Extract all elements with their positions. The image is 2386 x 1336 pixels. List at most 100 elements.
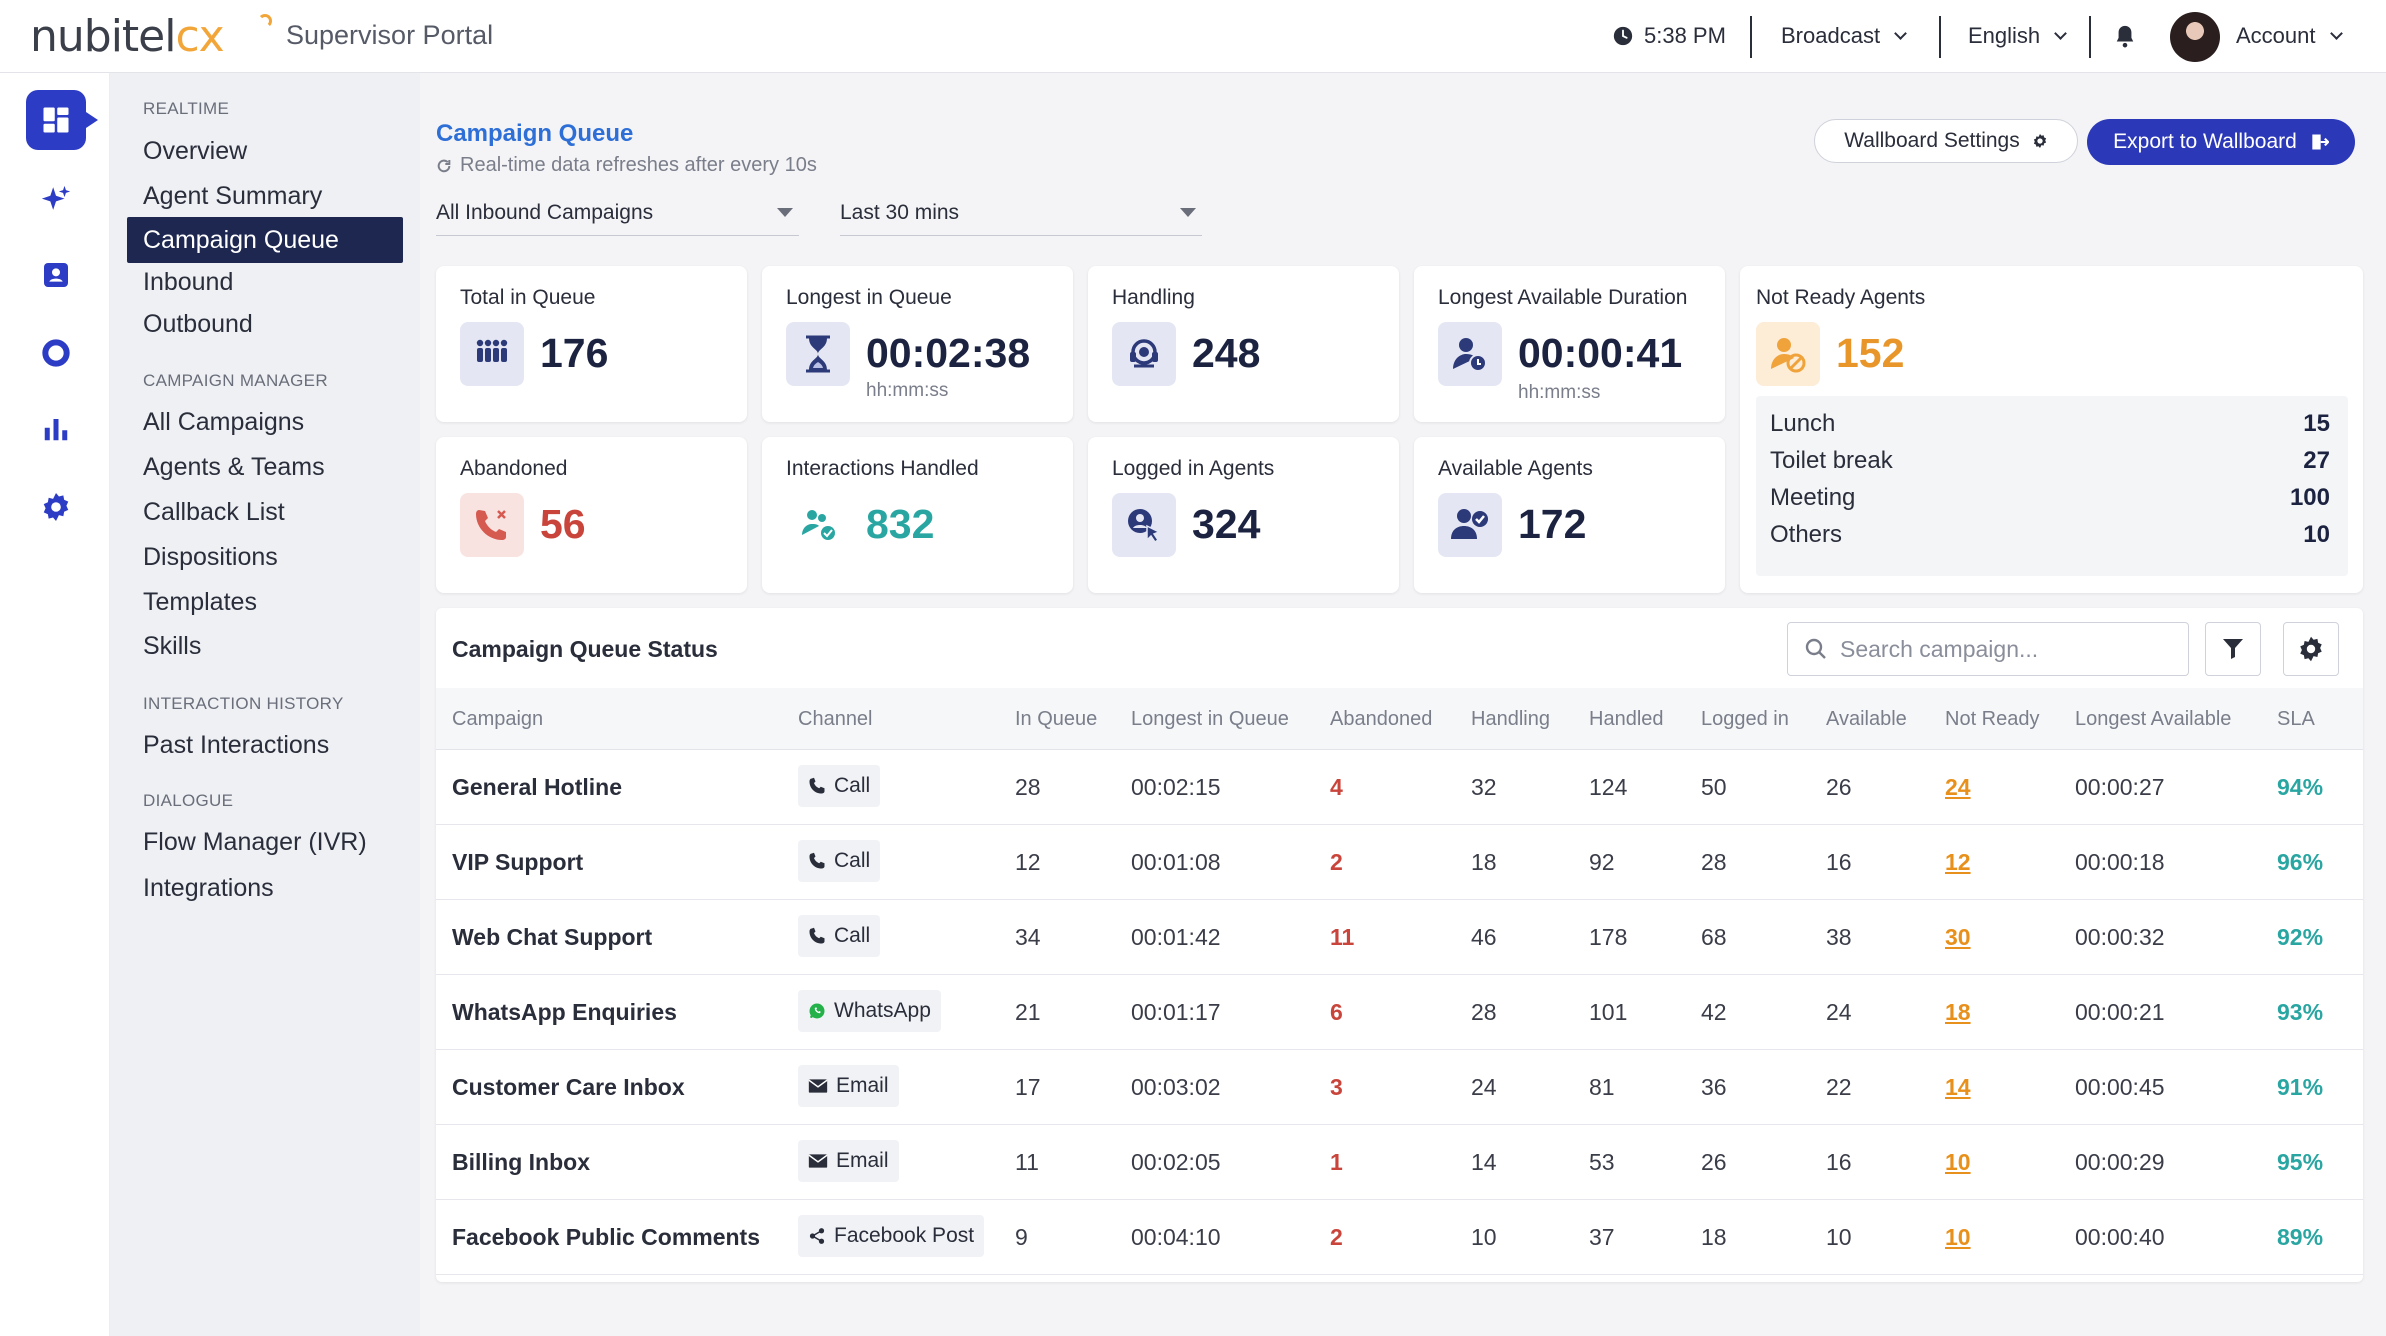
- account-menu[interactable]: Account: [2236, 18, 2343, 54]
- cell-not-ready[interactable]: 14: [1945, 1074, 1971, 1100]
- table-row[interactable]: VIP Support Call 12 00:01:08 2 18 92 28 16 12 00:0…: [436, 825, 2363, 900]
- card-longest-available: Longest Available Duration 00:00:41 hh:m…: [1414, 266, 1725, 422]
- column-header[interactable]: Campaign: [452, 708, 544, 730]
- column-header[interactable]: Handling: [1471, 708, 1550, 730]
- nav-item-all-campaigns[interactable]: All Campaigns: [143, 408, 305, 436]
- side-nav: REALTIME Overview Agent Summary Campaign…: [110, 73, 420, 1336]
- nav-item-agents-teams[interactable]: Agents & Teams: [143, 453, 325, 481]
- time-range-select[interactable]: Last 30 mins: [840, 194, 1202, 236]
- card-value: 172: [1518, 501, 1587, 547]
- table-row[interactable]: Billing Inbox Email 11 00:02:05 1 14 53 26 16 10 0…: [436, 1125, 2363, 1200]
- language-menu[interactable]: English: [1968, 18, 2068, 54]
- column-header[interactable]: Handled: [1589, 708, 1664, 730]
- export-to-wallboard-button[interactable]: Export to Wallboard: [2087, 119, 2355, 165]
- breakdown-count: 15: [2303, 410, 2330, 437]
- gear-icon: [2033, 134, 2046, 148]
- campaign-name[interactable]: Billing Inbox: [452, 1149, 590, 1175]
- campaign-name[interactable]: General Hotline: [452, 774, 622, 800]
- logo[interactable]: nubitelcx: [30, 12, 272, 62]
- card-label: Longest in Queue: [786, 286, 952, 309]
- rail-analytics-button[interactable]: [26, 399, 86, 459]
- nav-item-templates[interactable]: Templates: [143, 588, 257, 616]
- cell-not-ready[interactable]: 10: [1945, 1149, 1971, 1175]
- column-header[interactable]: Longest in Queue: [1131, 708, 1289, 730]
- breakdown-row: Toilet break 27: [1770, 447, 2330, 475]
- column-header[interactable]: Available: [1826, 708, 1907, 730]
- column-header[interactable]: Abandoned: [1330, 708, 1433, 730]
- broadcast-menu[interactable]: Broadcast: [1781, 18, 1907, 54]
- nav-item-outbound[interactable]: Outbound: [143, 310, 253, 338]
- cell-handling: 24: [1471, 1074, 1497, 1100]
- table-settings-button[interactable]: [2283, 622, 2339, 676]
- rail-ai-button[interactable]: [26, 170, 86, 230]
- card-handling: Handling 248: [1088, 266, 1399, 422]
- cell-not-ready[interactable]: 10: [1945, 1224, 1971, 1250]
- table-title: Campaign Queue Status: [452, 636, 718, 662]
- cell-longest: 00:01:08: [1131, 849, 1221, 875]
- cell-longest-available: 00:00:18: [2075, 849, 2165, 875]
- cell-in-queue: 34: [1015, 924, 1041, 950]
- card-value: 56: [540, 501, 586, 547]
- breakdown-reason: Meeting: [1770, 484, 1856, 511]
- campaign-name[interactable]: Customer Care Inbox: [452, 1074, 685, 1100]
- rail-dashboard-button[interactable]: [26, 90, 98, 150]
- search-campaign-input[interactable]: Search campaign...: [1787, 622, 2189, 676]
- breakdown-reason: Others: [1770, 521, 1843, 548]
- cell-not-ready[interactable]: 12: [1945, 849, 1971, 875]
- campaign-name[interactable]: Web Chat Support: [452, 924, 653, 950]
- gear-icon: [43, 493, 69, 521]
- channel-label: Call: [834, 924, 871, 947]
- nav-item-past-interactions[interactable]: Past Interactions: [143, 731, 330, 759]
- nav-item-agent-summary[interactable]: Agent Summary: [143, 182, 323, 210]
- column-header[interactable]: Not Ready: [1945, 708, 2040, 730]
- campaign-name[interactable]: Facebook Public Comments: [452, 1224, 761, 1250]
- nav-item-overview[interactable]: Overview: [143, 137, 248, 165]
- nav-item-flow-manager[interactable]: Flow Manager (IVR): [143, 828, 367, 856]
- table-row[interactable]: General Hotline Call 28 00:02:15 4 32 124 50 26 2…: [436, 750, 2363, 825]
- cell-not-ready[interactable]: 30: [1945, 924, 1971, 950]
- card-label: Interactions Handled: [786, 457, 979, 480]
- rail-settings-button[interactable]: [26, 477, 86, 537]
- rail-reports-button[interactable]: [26, 323, 86, 383]
- column-header[interactable]: Channel: [798, 708, 873, 730]
- avatar[interactable]: [2170, 12, 2220, 62]
- cell-not-ready[interactable]: 24: [1945, 774, 1971, 800]
- column-header[interactable]: Logged in: [1701, 708, 1789, 730]
- cell-sla: 91%: [2277, 1074, 2324, 1100]
- column-header[interactable]: In Queue: [1015, 708, 1098, 730]
- nav-item-inbound[interactable]: Inbound: [143, 268, 234, 296]
- table-row[interactable]: Facebook Public Comments Facebook Post 9 00…: [436, 1200, 2363, 1275]
- nav-item-callback-list[interactable]: Callback List: [143, 498, 285, 526]
- table-row[interactable]: Customer Care Inbox Email 17 00:03:02 3 24 81 3…: [436, 1050, 2363, 1125]
- refresh-icon: [437, 159, 451, 172]
- nav-item-dispositions[interactable]: Dispositions: [143, 543, 278, 571]
- nav-item-integrations[interactable]: Integrations: [143, 874, 274, 902]
- email-icon: [808, 1153, 828, 1169]
- filter-button[interactable]: [2205, 622, 2261, 676]
- nav-heading-interaction-history: INTERACTION HISTORY: [143, 694, 344, 713]
- table-row[interactable]: WhatsApp Enquiries WhatsApp 21 00:01:17 6 28 1…: [436, 975, 2363, 1050]
- nav-item-skills[interactable]: Skills: [143, 632, 202, 660]
- column-header[interactable]: Longest Available: [2075, 708, 2232, 730]
- search-icon: [1805, 638, 1826, 659]
- card-label: Longest Available Duration: [1438, 286, 1688, 309]
- card-logged-in-agents: Logged in Agents 324: [1088, 437, 1399, 593]
- card-value: 324: [1192, 501, 1261, 547]
- campaign-name[interactable]: VIP Support: [452, 849, 584, 875]
- cell-abandoned: 3: [1330, 1074, 1343, 1100]
- cell-logged-in: 68: [1701, 924, 1727, 950]
- rail-contacts-button[interactable]: [26, 245, 86, 305]
- wallboard-settings-button[interactable]: Wallboard Settings: [1814, 119, 2078, 163]
- cell-abandoned: 2: [1330, 849, 1343, 875]
- cell-available: 26: [1826, 774, 1852, 800]
- nav-item-campaign-queue[interactable]: Campaign Queue: [127, 217, 403, 263]
- cell-not-ready[interactable]: 18: [1945, 999, 1971, 1025]
- cell-abandoned: 2: [1330, 1224, 1343, 1250]
- campaign-filter-select[interactable]: All Inbound Campaigns: [436, 194, 799, 236]
- column-header[interactable]: SLA: [2277, 708, 2315, 730]
- table-header: Campaign Channel In Queue Longest in Que…: [436, 688, 2363, 750]
- cell-abandoned: 4: [1330, 774, 1343, 800]
- notifications-button[interactable]: [2114, 18, 2136, 54]
- campaign-name[interactable]: WhatsApp Enquiries: [452, 999, 677, 1025]
- table-row[interactable]: Web Chat Support Call 34 00:01:42 11 46 178 68 3…: [436, 900, 2363, 975]
